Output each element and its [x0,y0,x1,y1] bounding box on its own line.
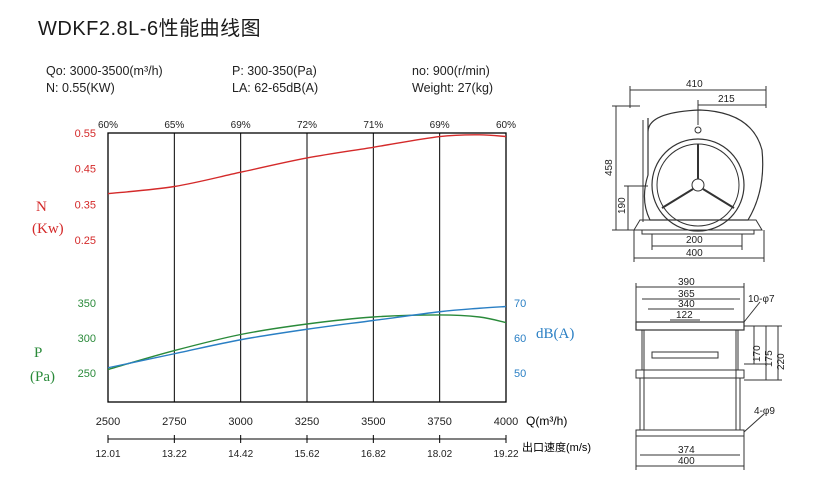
spec-speed: no: 900(r/min) [412,64,490,78]
n-axis-unit: (Kw) [32,221,64,237]
velocity-axis: 12.01 13.22 14.42 15.62 16.82 18.02 19.22 [95,435,519,460]
spec-power: N: 0.55(KW) [46,81,115,95]
spec-weight: Weight: 27(kg) [412,81,494,95]
dim-390: 390 [678,277,695,288]
side-view-drawing [612,86,767,262]
p-axis-title: P [34,345,42,361]
p-axis-unit: (Pa) [30,369,55,385]
x-tick-label: 2500 [96,416,120,428]
velocity-tick-label: 14.42 [228,449,253,460]
db-axis-title: dB(A) [536,326,574,342]
x-tick-label: 3000 [228,416,252,428]
p-tick-label: 300 [78,333,96,345]
velocity-axis-label: 出口速度(m/s) [522,440,591,454]
spec-airflow: Qo: 3000-3500(m³/h) [46,64,163,78]
top-view-labels: 390 365 340 122 10-φ7 170 175 220 4-φ9 3… [676,277,787,467]
n-tick-label: 0.55 [75,128,96,140]
dim-215: 215 [718,94,735,105]
efficiency-tick-label: 69% [231,120,251,131]
dim-200: 200 [686,235,703,246]
dim-190: 190 [617,197,628,214]
x-tick-label: 3250 [295,416,319,428]
p-tick-label: 350 [78,298,96,310]
dim-340: 340 [678,299,695,310]
x-tick-label: 2750 [162,416,186,428]
side-view-labels: 410 215 458 190 200 400 [604,79,735,259]
x-tick-label: 4000 [494,416,518,428]
efficiency-tick-label: 65% [164,120,184,131]
velocity-tick-label: 19.22 [493,449,518,460]
top-view-drawing [635,283,782,470]
curves [107,134,507,371]
db-tick-label: 70 [514,298,526,310]
x-tick-label: 3500 [361,416,385,428]
dim-400-top: 400 [678,456,695,467]
dim-400-side: 400 [686,248,703,259]
spec-noise: LA: 62-65dB(A) [232,81,319,95]
velocity-tick-label: 12.01 [95,449,120,460]
dim-122: 122 [676,310,693,321]
efficiency-tick-label: 60% [98,120,118,131]
db-curve [107,305,507,369]
left-axis-ticks: 0.55 0.45 0.35 0.25 350 300 250 [75,128,96,380]
x-axis-ticks: 2500 2750 3000 3250 3500 3750 4000 [96,416,518,428]
efficiency-ticks: 60% 65% 69% 72% 71% 69% 60% [98,120,516,131]
p-curve [107,314,507,371]
right-axis-ticks: 70 60 50 [514,298,526,380]
x-tick-label: 3750 [427,416,451,428]
n-tick-label: 0.35 [75,199,96,211]
velocity-tick-label: 13.22 [162,449,187,460]
n-curve [107,134,507,195]
dim-175: 175 [764,350,775,367]
dim-220: 220 [776,353,787,370]
spec-pressure: P: 300-350(Pa) [232,64,317,78]
p-tick-label: 250 [78,368,96,380]
dim-458: 458 [604,159,615,176]
db-tick-label: 60 [514,333,526,345]
n-tick-label: 0.25 [75,235,96,247]
dim-374: 374 [678,445,695,456]
efficiency-tick-label: 71% [363,120,383,131]
n-axis-title: N [36,199,47,215]
efficiency-tick-label: 60% [496,120,516,131]
hole-spec-top: 10-φ7 [748,294,775,305]
velocity-tick-label: 15.62 [294,449,319,460]
dim-365: 365 [678,289,695,300]
hole-spec-bottom: 4-φ9 [754,406,775,417]
dim-410: 410 [686,79,703,90]
efficiency-tick-label: 72% [297,120,317,131]
velocity-tick-label: 18.02 [427,449,452,460]
page-title: WDKF2.8L-6性能曲线图 [38,18,262,40]
x-axis-label: Q(m³/h) [526,414,567,428]
db-tick-label: 50 [514,368,526,380]
efficiency-tick-label: 69% [430,120,450,131]
grid-lines [173,133,441,402]
n-tick-label: 0.45 [75,164,96,176]
velocity-tick-label: 16.82 [361,449,386,460]
dim-170: 170 [752,345,763,362]
